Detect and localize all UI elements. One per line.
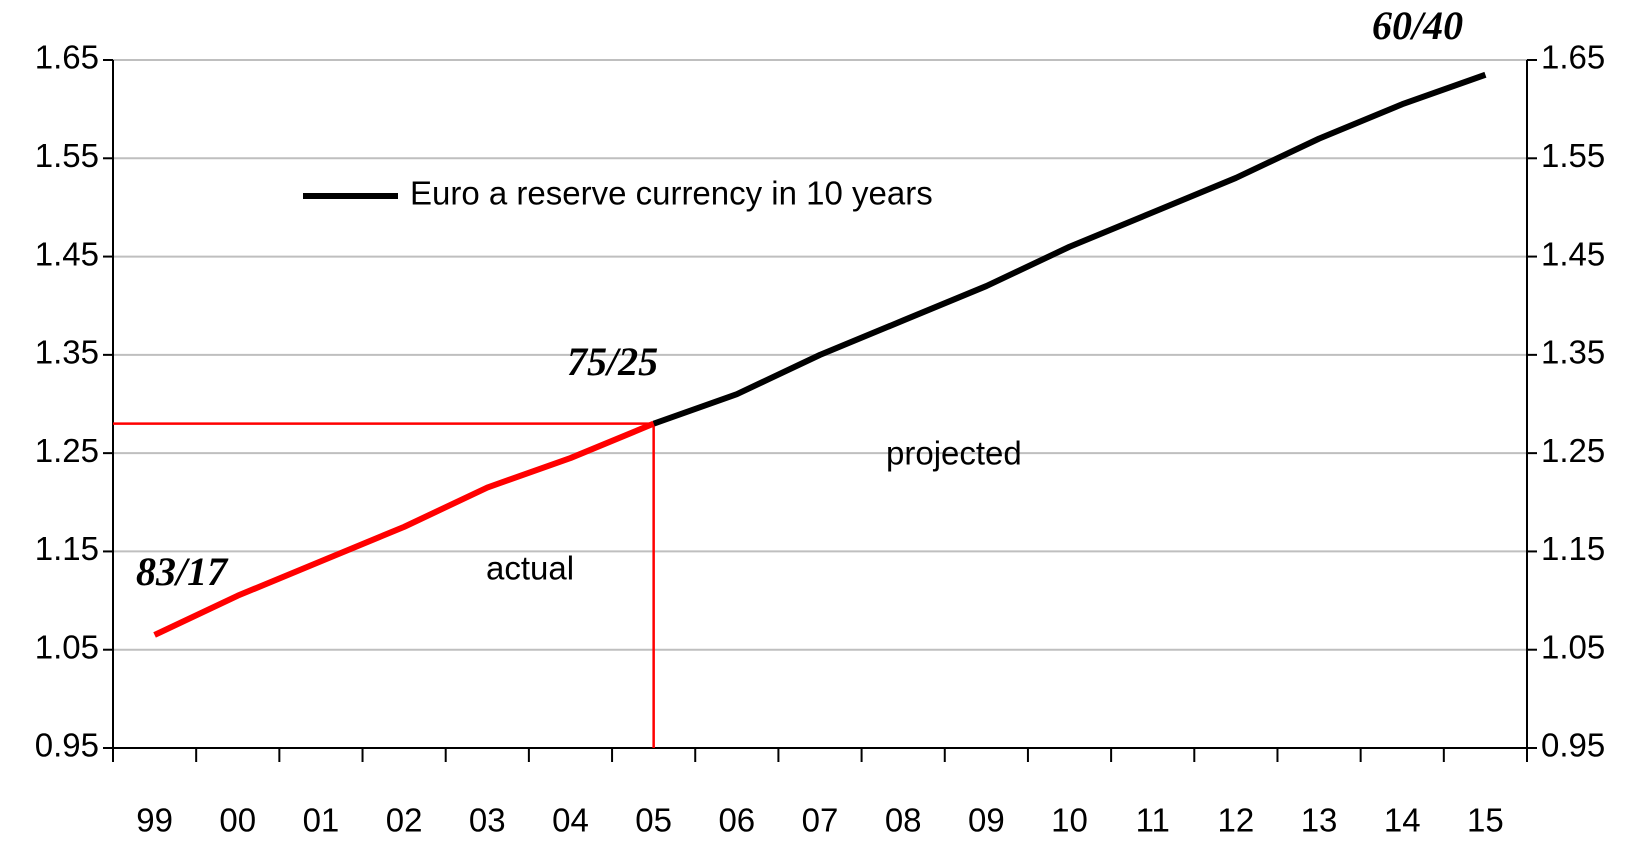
x-tick-label: 10 [1051, 802, 1088, 839]
y-tick-label: 1.35 [35, 334, 99, 371]
y-tick-label: 1.45 [35, 235, 99, 272]
x-tick-label: 03 [469, 802, 506, 839]
y2-tick-label: 1.55 [1541, 137, 1605, 174]
y2-tick-label: 1.25 [1541, 432, 1605, 469]
y-tick-label: 1.05 [35, 628, 99, 665]
y-tick-label: 0.95 [35, 727, 99, 764]
y-tick-label: 1.55 [35, 137, 99, 174]
x-tick-label: 06 [718, 802, 755, 839]
y2-tick-label: 1.15 [1541, 530, 1605, 567]
y2-tick-label: 1.05 [1541, 628, 1605, 665]
x-tick-label: 04 [552, 802, 589, 839]
y2-tick-label: 0.95 [1541, 727, 1605, 764]
x-tick-label: 99 [136, 802, 173, 839]
y-tick-label: 1.65 [35, 39, 99, 76]
x-tick-label: 09 [968, 802, 1005, 839]
x-tick-label: 05 [635, 802, 672, 839]
x-tick-label: 01 [303, 802, 340, 839]
x-tick-label: 13 [1301, 802, 1338, 839]
annotation: 75/25 [567, 339, 658, 384]
series-line [652, 71, 1487, 427]
x-tick-label: 07 [802, 802, 839, 839]
annotation: 83/17 [136, 549, 229, 594]
x-tick-label: 14 [1384, 802, 1421, 839]
annotation: actual [486, 550, 574, 587]
x-tick-label: 08 [885, 802, 922, 839]
y-tick-label: 1.15 [35, 530, 99, 567]
x-tick-label: 12 [1218, 802, 1255, 839]
annotation: projected [886, 435, 1022, 472]
y2-tick-label: 1.45 [1541, 235, 1605, 272]
y2-tick-label: 1.65 [1541, 39, 1605, 76]
x-tick-label: 00 [219, 802, 256, 839]
annotation: 60/40 [1372, 3, 1463, 48]
legend-label: Euro a reserve currency in 10 years [410, 175, 933, 212]
series-line [153, 420, 655, 638]
x-tick-label: 15 [1467, 802, 1504, 839]
y-tick-label: 1.25 [35, 432, 99, 469]
x-tick-label: 11 [1136, 802, 1170, 839]
y2-tick-label: 1.35 [1541, 334, 1605, 371]
x-tick-label: 02 [386, 802, 423, 839]
